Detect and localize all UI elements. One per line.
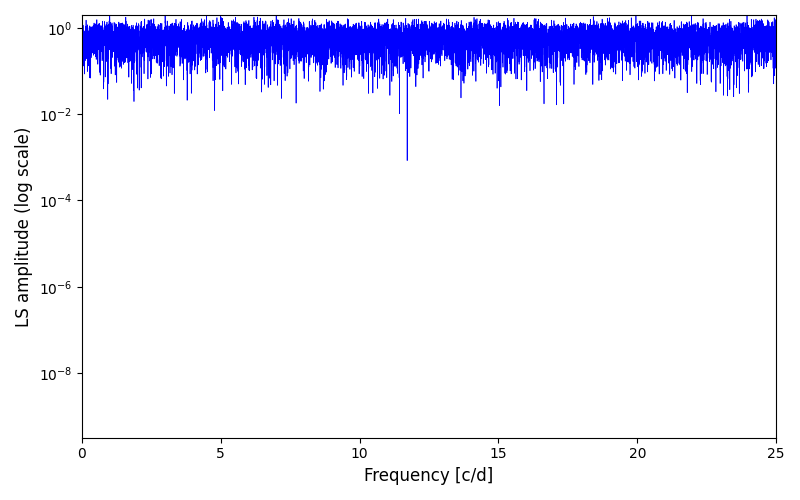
Y-axis label: LS amplitude (log scale): LS amplitude (log scale) <box>15 126 33 326</box>
X-axis label: Frequency [c/d]: Frequency [c/d] <box>364 467 494 485</box>
